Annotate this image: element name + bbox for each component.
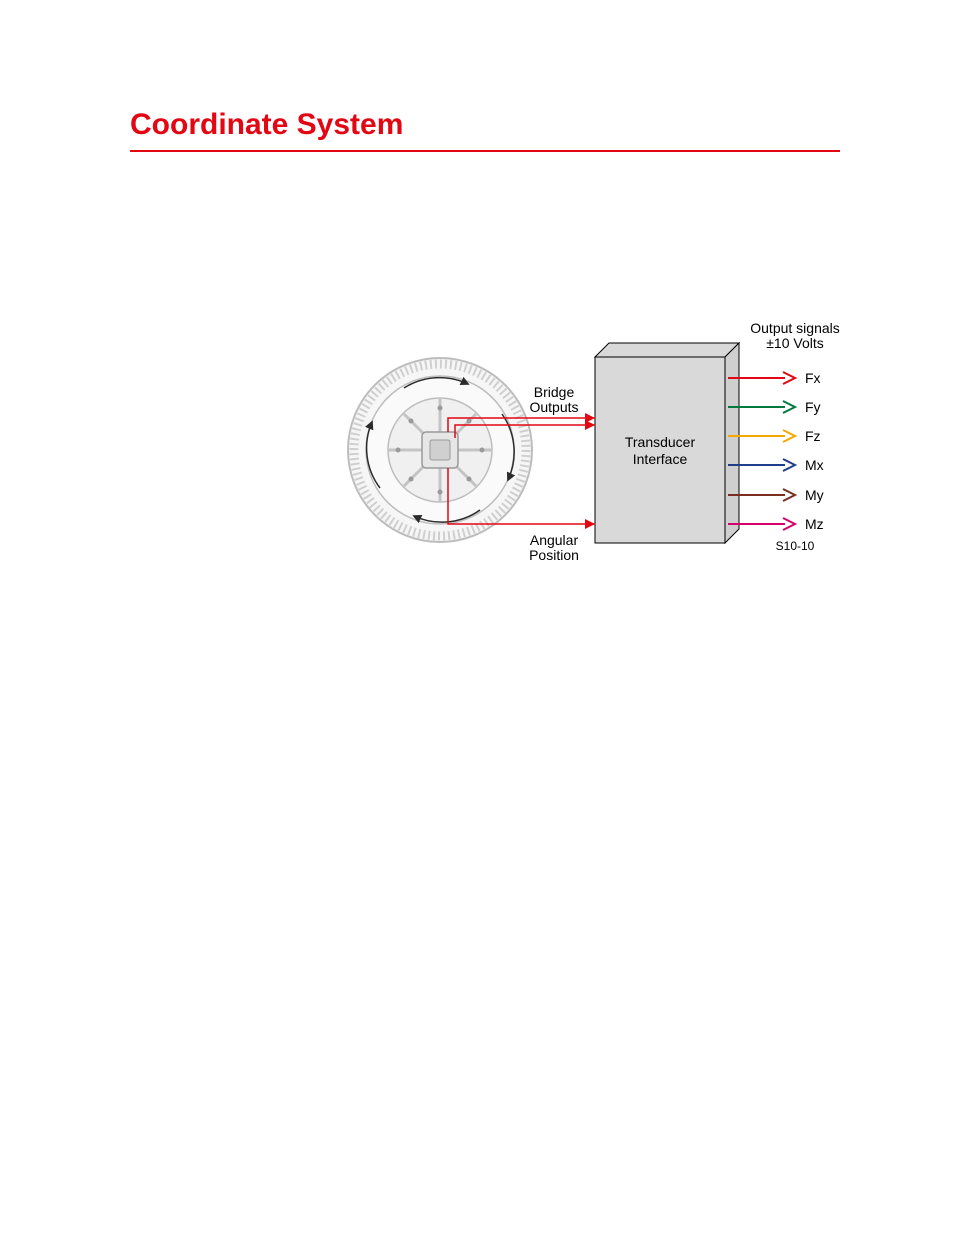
box-label-2: Interface [633, 451, 688, 467]
angular-label-1: Angular [530, 532, 579, 548]
output-label-fz: Fz [805, 428, 821, 444]
output-header-1: Output signals [750, 320, 840, 336]
box-right [725, 343, 739, 543]
bridge-arrow-2-head [585, 420, 595, 430]
angular-label-2: Position [529, 547, 579, 563]
output-signals: Fx Fy Fz Mx My Mz [728, 370, 824, 532]
box-top [595, 343, 739, 357]
transducer-box: Transducer Interface [595, 343, 739, 543]
output-label-my: My [805, 487, 824, 503]
output-label-mx: Mx [805, 457, 824, 473]
bridge-label-1: Bridge [534, 384, 575, 400]
diagram-svg: Transducer Interface Bridge Outputs Angu… [0, 0, 954, 1235]
output-label-mz: Mz [805, 516, 824, 532]
ref-label: S10-10 [776, 539, 815, 553]
box-label-1: Transducer [625, 434, 696, 450]
output-label-fy: Fy [805, 399, 821, 415]
output-label-fx: Fx [805, 370, 821, 386]
wheel-assembly [348, 358, 532, 542]
bridge-label-2: Outputs [529, 399, 578, 415]
output-header-2: ±10 Volts [766, 335, 824, 351]
hub-inner [430, 440, 450, 460]
angular-arrow-head [585, 519, 595, 529]
box-front [595, 357, 725, 543]
